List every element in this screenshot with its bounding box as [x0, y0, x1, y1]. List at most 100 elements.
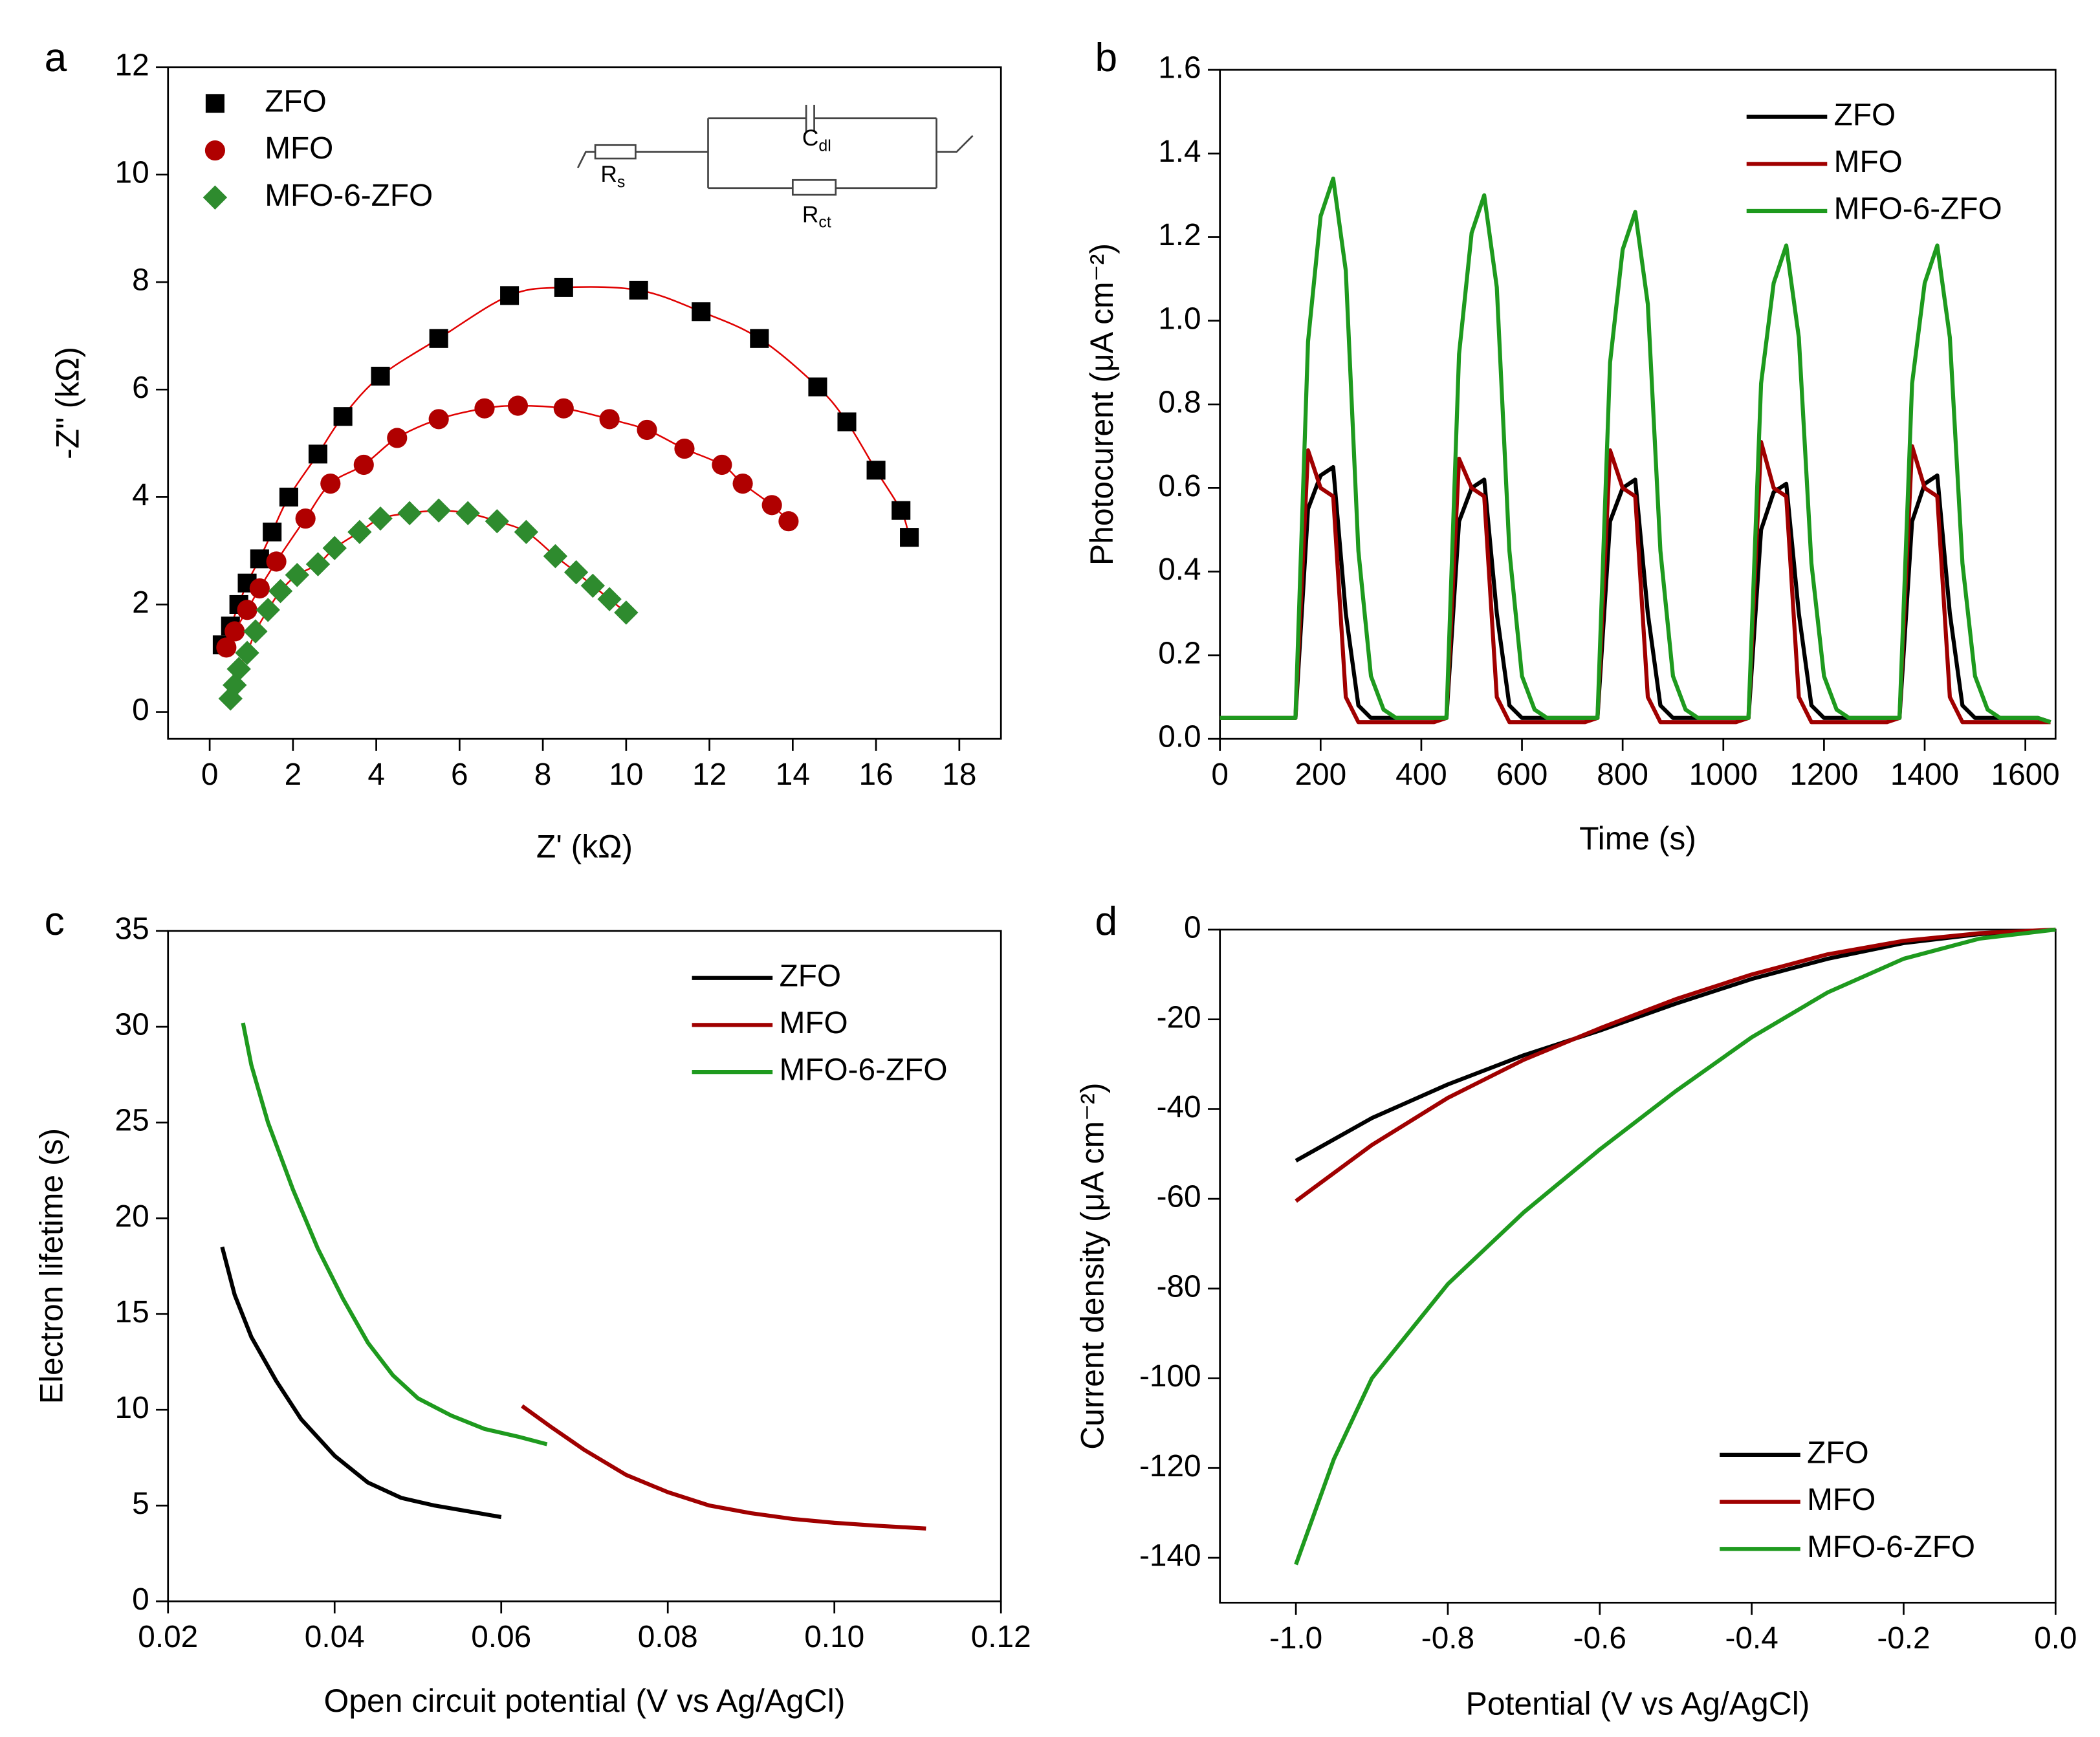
y-tick-label: 0.2: [1158, 636, 1201, 670]
x-tick-label: -0.2: [1877, 1621, 1930, 1655]
legend-label: MFO: [780, 1006, 848, 1040]
data-point: [237, 600, 257, 620]
data-line: [1220, 176, 2051, 725]
data-line: [1220, 440, 2051, 725]
data-point: [629, 281, 648, 300]
y-tick-label: 30: [115, 1008, 149, 1042]
x-tick-label: -0.8: [1421, 1621, 1474, 1655]
data-point: [637, 419, 657, 441]
data-point: [543, 544, 568, 569]
data-point: [597, 587, 622, 611]
y-tick-label: 4: [132, 478, 149, 512]
legend-marker: [202, 185, 228, 210]
y-tick-label: -120: [1139, 1449, 1201, 1483]
x-tick-label: -0.6: [1573, 1621, 1626, 1655]
data-point: [553, 398, 574, 419]
data-point: [761, 495, 782, 516]
x-tick-label: 400: [1395, 758, 1447, 792]
x-tick-label: -0.4: [1725, 1621, 1778, 1655]
x-tick-label: 2: [285, 758, 302, 792]
x-tick-label: 8: [534, 758, 552, 792]
y-tick-label: 20: [115, 1199, 149, 1234]
panel: c 0.02 0.04 0.06 0.08 0.10 0.12 0 5 10 15 20 25 30 35 O…: [33, 899, 1031, 1719]
y-tick-label: 12: [115, 48, 149, 82]
data-point: [429, 329, 448, 348]
panel: b 0 200 400 600 800 1000 1200 1400 1600 0.0 0.2 0.4 0…: [1084, 36, 2059, 857]
y-tick-label: 1.2: [1158, 218, 1201, 252]
x-tick-label: 0.12: [971, 1620, 1031, 1654]
data-point: [249, 578, 270, 599]
data-point: [353, 454, 374, 475]
wire: [936, 135, 974, 153]
x-tick-label: 800: [1597, 758, 1648, 792]
y-tick-label: -60: [1157, 1180, 1201, 1214]
data-point: [485, 509, 509, 534]
data-point: [455, 501, 480, 525]
y-tick-label: 0: [132, 693, 149, 727]
x-tick-label: 1600: [1991, 758, 2060, 792]
plot-frame: [167, 66, 1002, 740]
inset-label: Rct: [802, 202, 831, 232]
x-tick-label: 12: [692, 758, 727, 792]
data-line: [241, 1022, 548, 1447]
y-axis-label: -Z" (kΩ): [49, 347, 85, 459]
fit-curve: [230, 509, 627, 699]
x-tick-label: 10: [609, 758, 643, 792]
x-tick-label: 6: [451, 758, 468, 792]
x-tick-label: 1000: [1689, 758, 1758, 792]
data-point: [866, 461, 886, 480]
data-point: [674, 438, 695, 459]
data-point: [837, 412, 857, 432]
data-point: [563, 560, 589, 585]
inset-label-sub: s: [617, 173, 625, 191]
data-point: [320, 473, 341, 494]
y-tick-label: -40: [1157, 1090, 1201, 1124]
x-axis-label: Z' (kΩ): [536, 829, 633, 865]
data-point: [712, 454, 732, 475]
y-tick-label: 0: [1184, 911, 1201, 945]
legend-label: MFO: [1834, 145, 1903, 179]
data-point: [368, 506, 393, 531]
data-point: [226, 657, 251, 681]
panel: d -1.0 -0.8 -0.6 -0.4 -0.2 0.0 0 -20 -40 -60 -80 -10…: [1075, 899, 2077, 1721]
data-point: [891, 501, 911, 520]
y-tick-label: -140: [1139, 1539, 1201, 1573]
legend-label: MFO-6-ZFO: [265, 179, 433, 213]
data-point: [279, 487, 298, 507]
legend-marker: [205, 94, 224, 113]
y-tick-label: 35: [115, 912, 149, 946]
data-point: [599, 409, 620, 430]
data-point: [692, 302, 711, 322]
data-point: [750, 329, 769, 348]
data-point: [614, 600, 639, 625]
legend-label: ZFO: [1807, 1436, 1868, 1470]
data-point: [250, 549, 269, 569]
data-point: [426, 498, 451, 523]
y-tick-label: 8: [132, 263, 149, 298]
y-tick-label: -80: [1157, 1269, 1201, 1304]
panel-label: a: [45, 36, 67, 80]
y-tick-label: 1.0: [1158, 301, 1201, 336]
y-axis-label: Photocurent (μA cm⁻²): [1084, 243, 1120, 565]
data-line: [521, 1404, 926, 1531]
legend-label: ZFO: [780, 959, 841, 993]
data-point: [474, 398, 495, 419]
data-line: [1220, 464, 2051, 725]
data-point: [514, 519, 539, 545]
x-tick-label: 1200: [1789, 758, 1858, 792]
x-tick-label: 0.04: [305, 1620, 365, 1654]
inset-label-sub: ct: [818, 213, 831, 231]
inset-label-sub: dl: [818, 137, 831, 155]
legend-label: ZFO: [265, 85, 326, 119]
data-point: [224, 621, 245, 642]
y-tick-label: 1.4: [1158, 135, 1201, 169]
data-point: [333, 407, 353, 426]
data-point: [900, 528, 919, 547]
x-tick-label: 4: [367, 758, 385, 792]
x-tick-label: 600: [1496, 758, 1548, 792]
inset-label-main: R: [802, 202, 819, 228]
data-point: [347, 519, 372, 545]
wire: [576, 151, 596, 169]
y-tick-label: 0.4: [1158, 552, 1201, 587]
y-tick-label: 5: [132, 1487, 149, 1521]
